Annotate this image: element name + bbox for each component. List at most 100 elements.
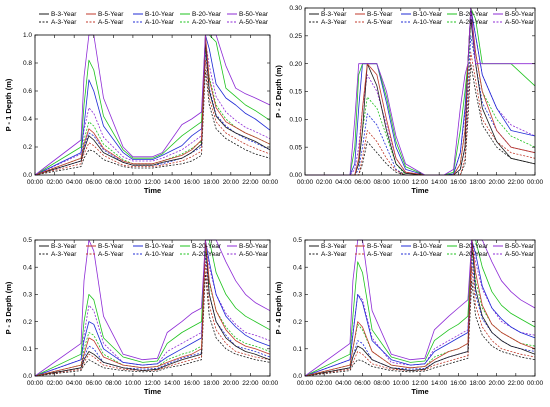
chart-panel-1: 0.00.20.40.60.81.000:00 02:00 04:00 06:00 08…	[4, 11, 279, 195]
legend-label: B-10-Year	[413, 243, 443, 250]
y-tick-label: 0.10	[289, 117, 302, 124]
x-tick-label: 22:00	[242, 380, 259, 387]
x-tick-label: 22:00	[508, 380, 525, 387]
series-line-a-20-year	[305, 18, 536, 176]
x-tick-label: 20:00	[489, 179, 506, 186]
x-tick-label: 08:00	[105, 179, 122, 186]
y-tick-label: 0.05	[289, 144, 302, 151]
y-tick-label: 0.4	[23, 116, 32, 123]
series-line-a-10-year	[34, 253, 271, 377]
x-tick-label: 10:00	[393, 179, 410, 186]
x-tick-label: 00:00	[297, 179, 314, 186]
x-tick-label: 16:00	[184, 179, 201, 186]
x-tick-label: 22:00	[242, 179, 259, 186]
y-tick-label: 0.5	[293, 237, 302, 244]
series-line-b-3-year	[34, 41, 271, 176]
legend-label: B-10-Year	[145, 243, 175, 250]
series-line-b-50-year	[304, 239, 536, 377]
series-line-b-10-year	[34, 34, 271, 176]
y-tick-label: 0.8	[23, 60, 32, 67]
series-line-a-20-year	[304, 247, 536, 377]
x-tick-label: 08:00	[374, 380, 391, 387]
legend-label: A-10-Year	[413, 19, 443, 26]
chart-panel-3: 0.00.10.20.30.40.500:00 02:00 04:00 06:00 08…	[4, 237, 279, 396]
x-tick-label: 00:00	[527, 380, 544, 387]
x-tick-label: 06:00	[86, 179, 103, 186]
x-tick-label: 08:00	[105, 380, 122, 387]
legend-label: B-10-Year	[413, 11, 443, 18]
plot-frame	[34, 239, 271, 377]
x-tick-label: 00:00	[27, 380, 44, 387]
series-line-a-5-year	[34, 59, 271, 176]
x-tick-label: 02:00	[46, 179, 63, 186]
series-line-b-3-year	[305, 18, 536, 176]
legend-label: A-3-Year	[321, 251, 347, 258]
legend-label: B-5-Year	[98, 11, 124, 18]
legend-label: A-20-Year	[192, 251, 222, 258]
y-tick-label: 0.0	[293, 373, 302, 380]
legend-label: B-3-Year	[321, 243, 347, 250]
x-axis-title: Time	[144, 186, 161, 195]
legend-label: A-50-Year	[239, 19, 269, 26]
y-tick-label: 0.1	[293, 346, 302, 353]
x-tick-label: 10:00	[125, 380, 142, 387]
x-axis-title: Time	[411, 186, 428, 195]
series-line-a-3-year	[34, 69, 271, 176]
series-line-a-5-year	[305, 52, 536, 176]
x-tick-label: 14:00	[431, 179, 448, 186]
legend-label: A-10-Year	[413, 251, 443, 258]
series-line-a-10-year	[304, 255, 536, 377]
legend-label: A-20-Year	[192, 19, 222, 26]
x-tick-label: 20:00	[489, 380, 506, 387]
series-line-b-50-year	[34, 239, 271, 377]
y-tick-label: 0.30	[289, 5, 302, 12]
series-line-b-20-year	[34, 34, 271, 176]
legend-label: A-5-Year	[98, 251, 124, 258]
legend-label: B-50-Year	[239, 243, 269, 250]
legend-label: B-3-Year	[321, 11, 347, 18]
legend: B-3-Year B-5-Year B-10-Year B-20-Year B-50-Y…	[309, 243, 535, 258]
y-tick-label: 0.15	[289, 89, 302, 96]
x-tick-label: 00:00	[262, 380, 279, 387]
legend-label: A-5-Year	[98, 19, 124, 26]
legend-label: B-3-Year	[51, 11, 77, 18]
y-axis-title: P - 2 Depth (m)	[274, 65, 283, 118]
x-tick-label: 16:00	[450, 380, 467, 387]
series-line-a-20-year	[34, 247, 271, 377]
x-tick-label: 06:00	[354, 380, 371, 387]
x-tick-label: 22:00	[508, 179, 525, 186]
series-line-b-5-year	[34, 239, 271, 377]
series-line-b-10-year	[304, 239, 536, 377]
x-tick-label: 00:00	[27, 179, 44, 186]
legend-label: A-20-Year	[459, 19, 489, 26]
y-tick-label: 0.0	[23, 172, 32, 179]
x-tick-label: 18:00	[469, 179, 486, 186]
legend-label: A-10-Year	[145, 19, 175, 26]
y-tick-label: 0.2	[293, 319, 302, 326]
y-tick-label: 0.25	[289, 33, 302, 40]
series-line-a-50-year	[34, 239, 271, 377]
legend-label: B-3-Year	[51, 243, 77, 250]
legend-label: B-5-Year	[98, 243, 124, 250]
y-tick-label: 0.3	[293, 292, 302, 299]
legend-label: A-3-Year	[321, 19, 347, 26]
x-axis-title: Time	[411, 387, 428, 396]
series-line-b-10-year	[34, 239, 271, 377]
legend: B-3-Year B-5-Year B-10-Year B-20-Year B-50-Y…	[309, 11, 535, 26]
legend-label: B-5-Year	[367, 243, 393, 250]
x-tick-label: 04:00	[66, 380, 83, 387]
x-tick-label: 12:00	[144, 179, 161, 186]
legend-label: A-3-Year	[51, 19, 77, 26]
x-tick-label: 10:00	[125, 179, 142, 186]
x-tick-label: 20:00	[223, 179, 240, 186]
x-tick-label: 18:00	[203, 179, 220, 186]
legend-label: B-50-Year	[505, 243, 535, 250]
y-tick-label: 0.2	[23, 319, 32, 326]
legend-label: A-5-Year	[367, 19, 393, 26]
x-tick-label: 20:00	[223, 380, 240, 387]
x-tick-label: 04:00	[335, 179, 352, 186]
series-line-b-20-year	[304, 239, 536, 377]
legend-label: B-20-Year	[192, 243, 222, 250]
y-axis-title: P - 3 Depth (m)	[4, 281, 13, 334]
